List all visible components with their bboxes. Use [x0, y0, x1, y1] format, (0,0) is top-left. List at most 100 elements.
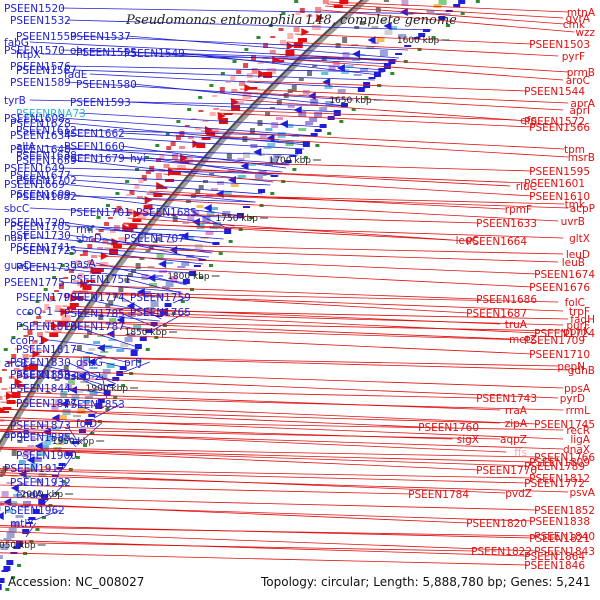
label-connector [66, 373, 114, 389]
feature-block [249, 128, 255, 134]
gene-label: dnaX [563, 444, 590, 456]
gene-label: wzz [575, 27, 595, 39]
gene-label: htpX [16, 49, 41, 61]
scale-dash [431, 36, 436, 39]
scale-dash [244, 48, 249, 51]
feature-block [198, 185, 204, 189]
scale-dash [11, 336, 16, 339]
feature-block [5, 509, 14, 513]
feature-block [99, 374, 108, 380]
scale-dash [137, 360, 142, 363]
feature-block [226, 153, 232, 159]
gene-label: PSEEN1766 [534, 452, 595, 464]
feature-block [196, 143, 206, 148]
feature-block [453, 4, 461, 7]
scale-dash [303, 156, 308, 159]
gene-label: nasT [4, 232, 30, 244]
gene-label: sbcD [76, 233, 102, 245]
gene-label: PSEEN1649 [4, 163, 65, 175]
scale-dash [87, 228, 92, 231]
gene-label: allA [16, 141, 36, 153]
label-connector [72, 348, 131, 364]
label-connector [29, 264, 189, 284]
label-connector [123, 361, 150, 373]
feature-block [15, 490, 24, 492]
label-connector [72, 325, 141, 349]
feature-block [189, 271, 197, 276]
feature-block [38, 350, 48, 352]
feature-block [108, 339, 117, 341]
feature-block [247, 164, 256, 166]
label-connector [327, 3, 564, 19]
label-connector [72, 35, 409, 51]
feature-block [0, 578, 5, 583]
gene-label: dsbG [76, 357, 103, 369]
feature-block [27, 468, 36, 472]
feature-block [263, 147, 272, 149]
scale-dash [339, 120, 344, 123]
gene-label: tyrB [4, 95, 26, 107]
feature-block [148, 246, 154, 249]
feature-block [54, 290, 60, 292]
gene-label: folC [565, 297, 585, 309]
gene-label: PSEEN1570 [4, 45, 65, 57]
feature-block [110, 230, 117, 233]
gene-label: PSEEN1701 [70, 207, 131, 219]
feature-block [67, 379, 75, 385]
feature-block [198, 110, 204, 112]
gene-label: PSEEN1659 [16, 155, 77, 167]
gene-label: PSEEN1838 [529, 516, 590, 528]
scale-dash [187, 108, 192, 111]
gene-label: PSEEN1674 [534, 269, 595, 281]
feature-block [149, 283, 158, 287]
feature-block [340, 103, 348, 107]
gene-label: uvrB [561, 216, 585, 228]
feature-block [87, 260, 94, 265]
gene-label: efp [520, 115, 537, 127]
feature-block [146, 307, 155, 309]
feature-block [200, 237, 209, 239]
label-connector [200, 130, 565, 150]
feature-block [380, 18, 388, 23]
feature-block [140, 209, 150, 215]
feature-block [57, 321, 67, 326]
gene-label: pyrF [562, 51, 585, 63]
feature-block [22, 529, 30, 534]
feature-block [359, 21, 365, 25]
feature-block [150, 322, 158, 326]
feature-block [298, 78, 304, 81]
gene-label: PSEEN1725 [16, 245, 77, 257]
feature-block [97, 399, 105, 403]
gene-label: PSEEN1576 [10, 61, 71, 73]
kbp-tick-label: 1950 kbp [52, 437, 95, 447]
gene-label: PSEEN1784 [408, 489, 469, 501]
feature-block [225, 81, 231, 83]
gene-label: aprA [570, 98, 595, 110]
gene-label: PSEEN1844 [10, 383, 71, 395]
label-connector [0, 484, 412, 495]
gene-label: PSEEN1821 [529, 533, 590, 545]
label-connector [60, 117, 317, 137]
feature-block [11, 392, 21, 398]
gene-label: tmk [565, 199, 586, 211]
label-connector [0, 541, 475, 552]
gene-label: acpP [570, 203, 595, 215]
label-connector [72, 290, 470, 314]
feature-block [179, 131, 185, 137]
label-connector [72, 69, 375, 81]
feature-block [124, 278, 130, 282]
feature-block [28, 517, 36, 520]
feature-block [413, 37, 421, 39]
gene-label: ppnK [563, 326, 591, 338]
feature-block [103, 390, 111, 396]
feature-block [66, 307, 76, 309]
feature-block [187, 216, 195, 221]
scale-dash [198, 96, 203, 99]
feature-block [206, 211, 215, 216]
gene-label: sigX [457, 434, 479, 446]
feature-block [156, 254, 164, 259]
label-connector [127, 217, 453, 241]
gene-label: PSEEN1775 [4, 277, 65, 289]
feature-block [269, 50, 276, 54]
feature-block [158, 187, 168, 189]
